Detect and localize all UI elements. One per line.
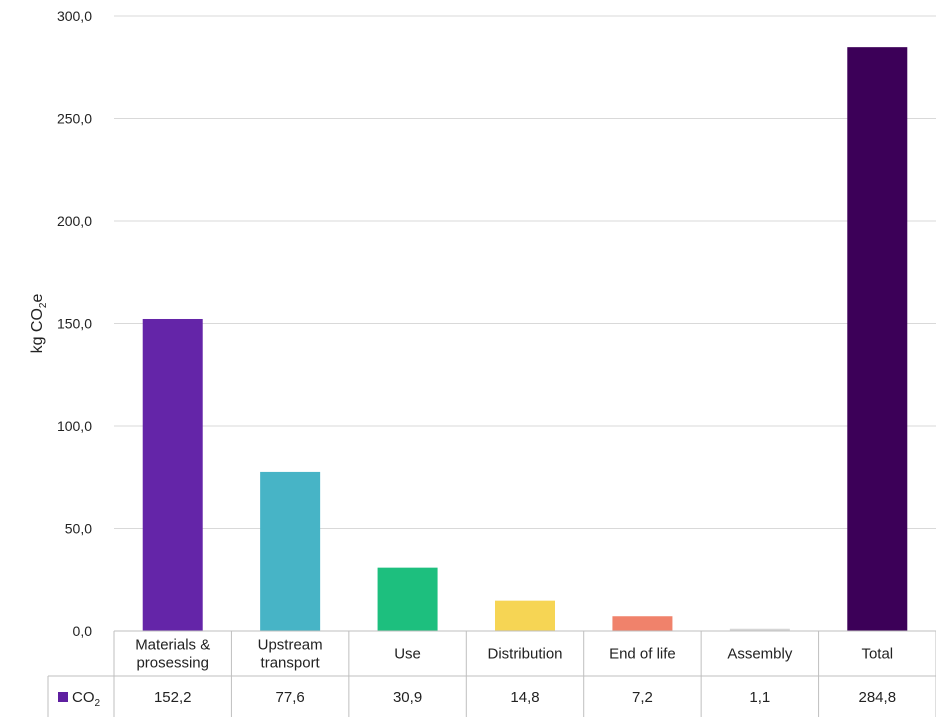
bar <box>377 567 438 631</box>
legend-swatch <box>58 692 68 702</box>
data-table-value: 14,8 <box>510 689 539 706</box>
category-label: Total <box>861 646 893 663</box>
legend-series-name: CO2 <box>72 689 101 709</box>
y-tick-label: 100,0 <box>57 418 92 434</box>
y-axis-title: kg CO2e <box>29 294 49 354</box>
data-table-value: 1,1 <box>749 689 770 706</box>
data-table-value: 152,2 <box>154 689 192 706</box>
y-tick-label: 150,0 <box>57 316 92 332</box>
category-label: Distribution <box>487 646 562 663</box>
bar <box>260 471 321 631</box>
bar <box>142 318 203 631</box>
bar <box>612 616 673 631</box>
category-label: Upstream <box>258 637 323 654</box>
y-tick-label: 300,0 <box>57 8 92 24</box>
category-label: End of life <box>609 646 676 663</box>
y-tick-label: 50,0 <box>65 521 92 537</box>
bar <box>495 600 555 631</box>
category-label: prosessing <box>136 655 209 672</box>
data-table-value: 77,6 <box>276 689 305 706</box>
data-table-value: 7,2 <box>632 689 653 706</box>
category-label: Materials & <box>135 637 210 654</box>
bar <box>847 47 908 632</box>
data-table-value: 30,9 <box>393 689 422 706</box>
y-tick-label: 0,0 <box>73 623 93 639</box>
y-tick-label: 250,0 <box>57 111 92 127</box>
category-label: Use <box>394 646 421 663</box>
category-label: transport <box>261 655 321 672</box>
bar <box>729 628 790 631</box>
y-tick-label: 200,0 <box>57 213 92 229</box>
category-label: Assembly <box>727 646 793 663</box>
data-table-value: 284,8 <box>859 689 897 706</box>
